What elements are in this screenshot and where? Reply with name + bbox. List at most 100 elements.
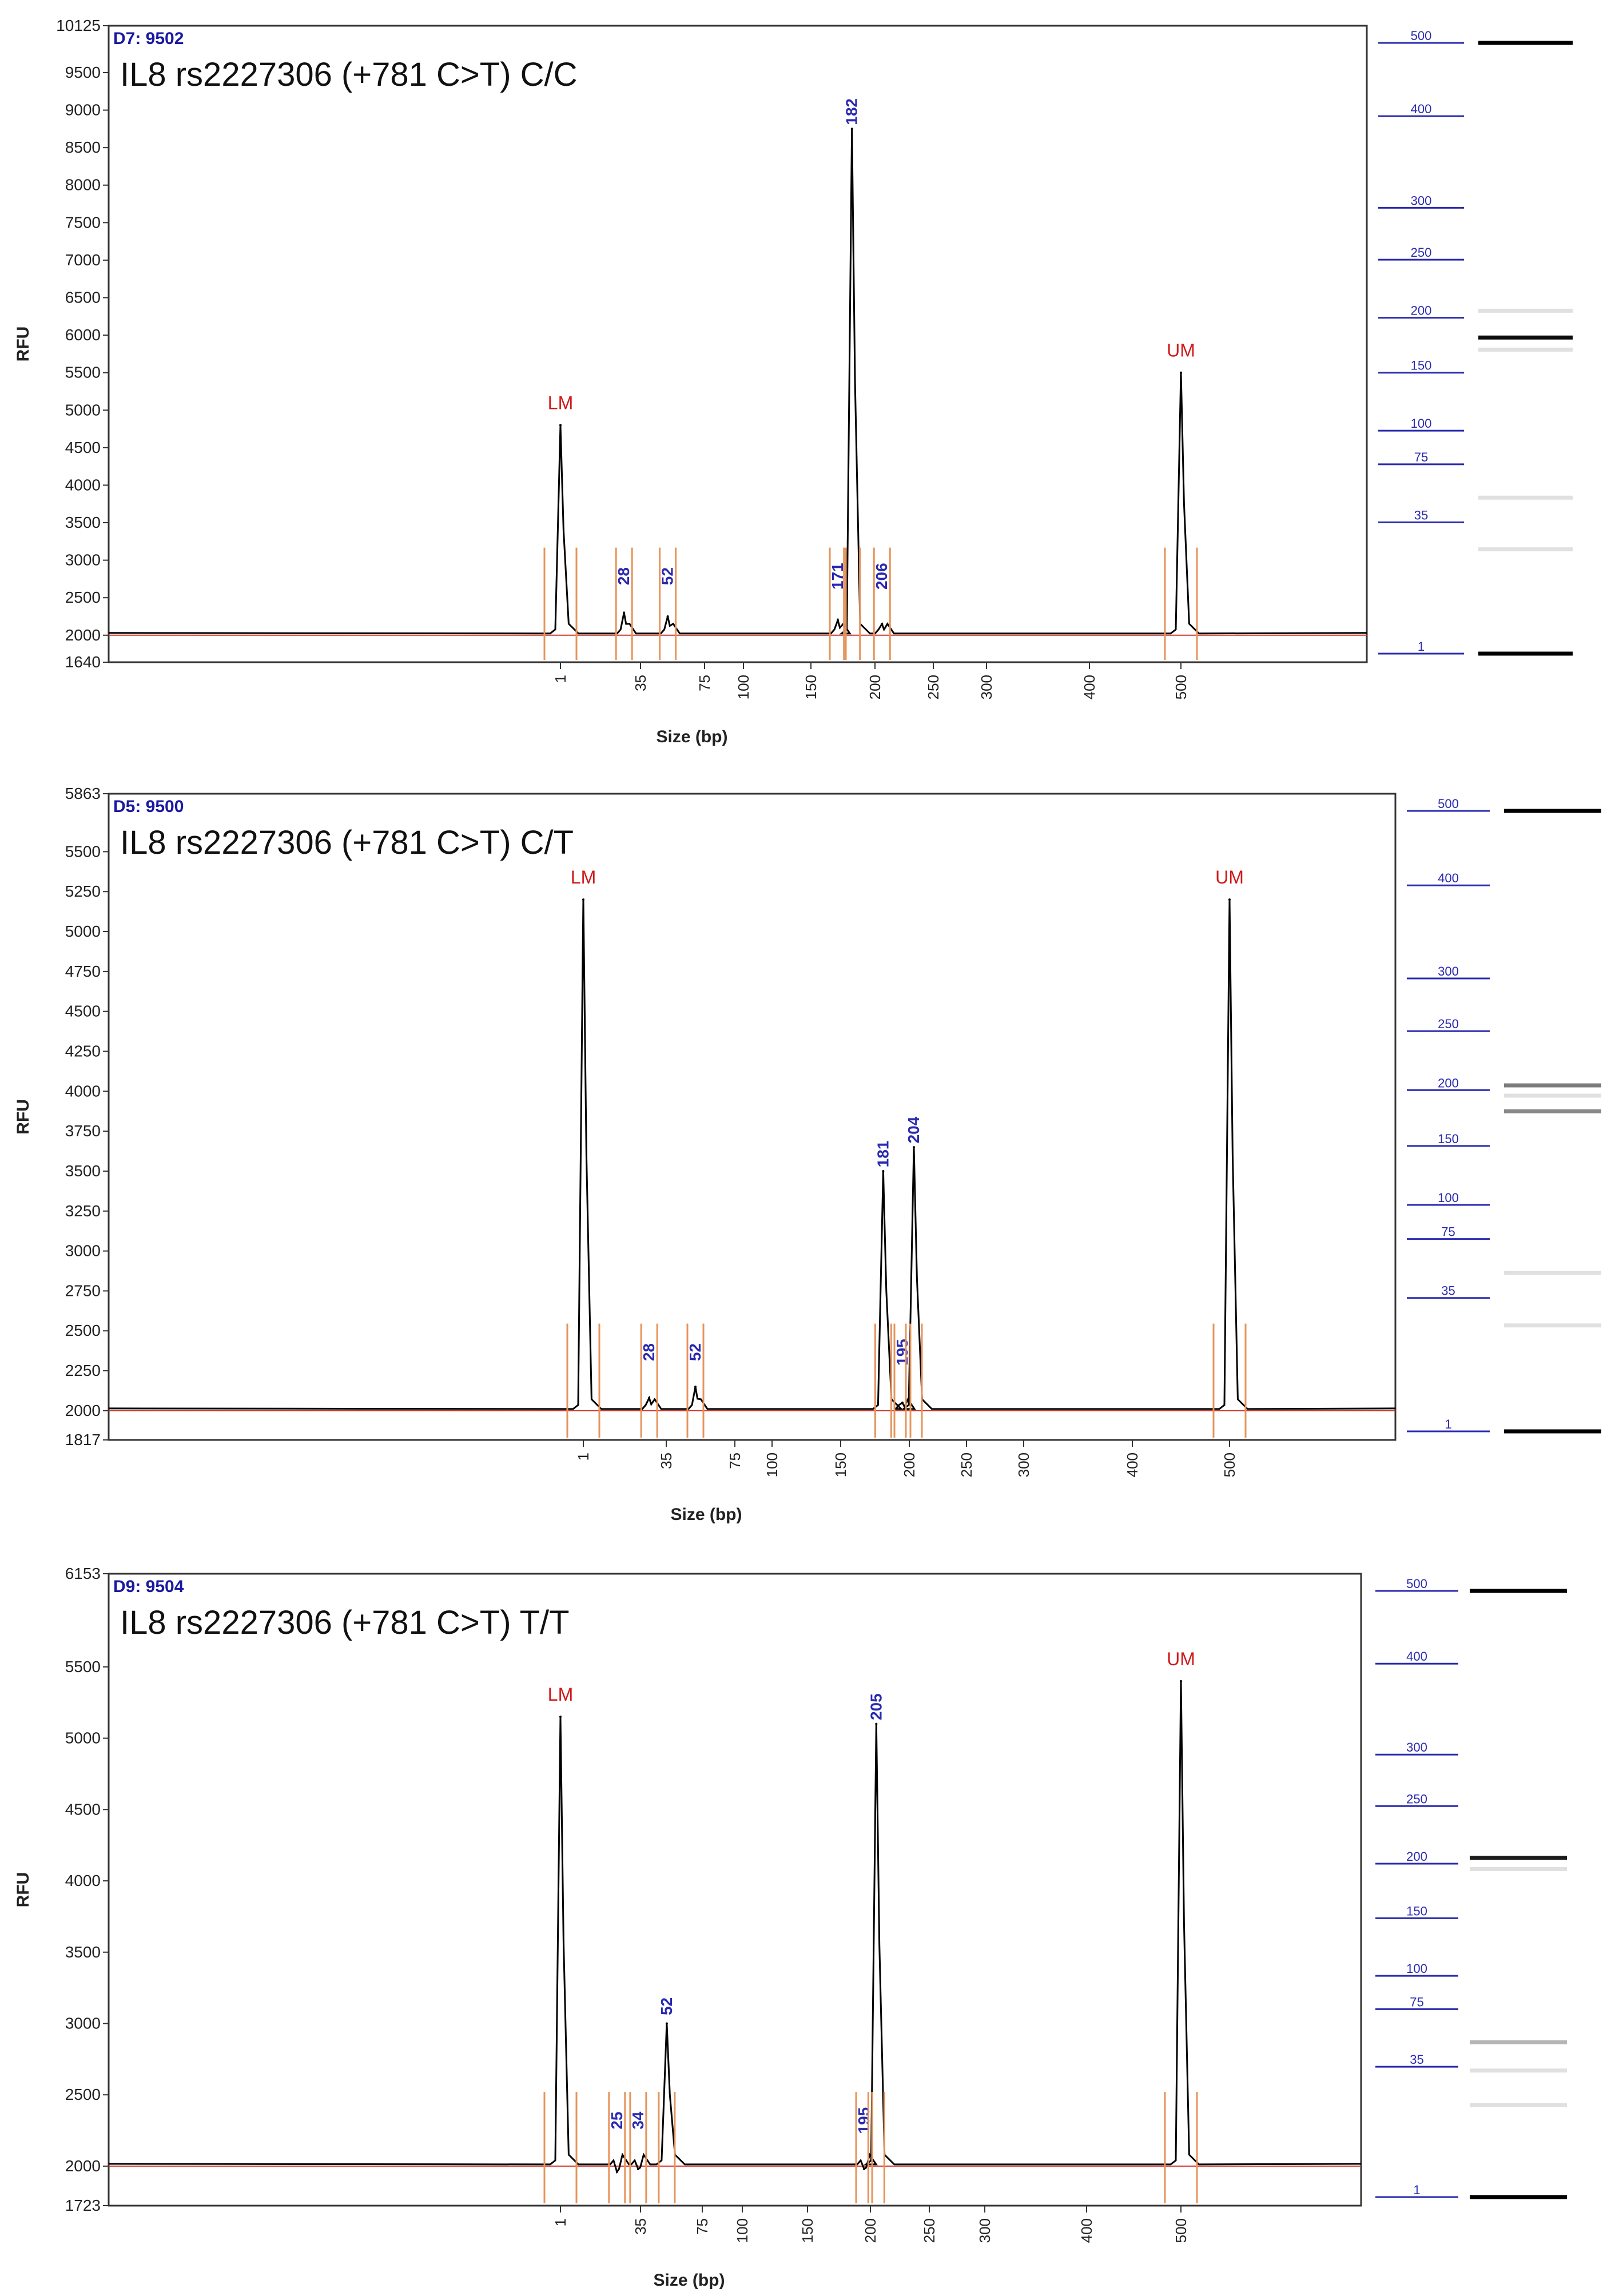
peak-point [881, 623, 884, 626]
peak-label: 181 [874, 1141, 892, 1168]
y-tick-label: 3500 [65, 1943, 101, 1961]
ladder-label: 75 [1441, 1225, 1455, 1239]
peak-point [1180, 371, 1182, 374]
peak-label: UM [1167, 340, 1195, 361]
x-tick-label: 35 [632, 675, 649, 691]
y-tick-label: 4000 [65, 476, 101, 494]
y-tick-label: 4750 [65, 962, 101, 980]
peak-point [882, 1169, 885, 1172]
peak-label: LM [571, 867, 596, 888]
ladder-label: 35 [1410, 2052, 1423, 2067]
x-tick-label: 1 [552, 2218, 569, 2226]
peak-label: LM [548, 392, 573, 413]
y-tick-label: 3000 [65, 2014, 101, 2032]
ladder-label: 200 [1411, 304, 1432, 318]
peak-point [637, 2167, 639, 2170]
y-tick-label: 2000 [65, 1402, 101, 1419]
y-tick-label: 4500 [65, 1800, 101, 1818]
y-tick-label: 3000 [65, 1242, 101, 1260]
plot-frame [108, 793, 1397, 1441]
peak-label: 195 [893, 1339, 911, 1366]
peak-label: 34 [629, 2111, 647, 2130]
peak-label: UM [1215, 867, 1244, 888]
x-axis-title: Size (bp) [671, 1505, 742, 1524]
y-tick-label: 2500 [65, 2086, 101, 2103]
x-tick-label: 300 [976, 2218, 993, 2243]
peak-point [623, 611, 626, 614]
peak-point [559, 424, 562, 427]
y-tick-label: 1640 [65, 653, 101, 671]
y-tick-label: 5500 [65, 1658, 101, 1676]
peak-label: 28 [615, 567, 633, 585]
ladder-label: 150 [1406, 1904, 1427, 1918]
ladder-label: 400 [1411, 102, 1432, 116]
ladder-label: 75 [1410, 1995, 1423, 2009]
y-tick-label: 2500 [65, 1322, 101, 1339]
y-tick-label: 5500 [65, 364, 101, 381]
x-tick-label: 35 [632, 2218, 649, 2235]
y-tick-label: 2000 [65, 2157, 101, 2175]
peak-label: 28 [640, 1343, 658, 1361]
x-tick-label: 300 [1015, 1453, 1032, 1477]
x-tick-label: 1 [575, 1453, 592, 1461]
x-tick-label: 500 [1172, 675, 1190, 699]
y-tick-label: 4250 [65, 1042, 101, 1060]
y-tick-label: 1723 [65, 2196, 101, 2214]
y-tick-label: 2250 [65, 1362, 101, 1379]
peak-label: 52 [659, 567, 677, 585]
y-tick-label: 4500 [65, 1002, 101, 1020]
y-tick-label: 3750 [65, 1122, 101, 1140]
ladder-label: 500 [1411, 29, 1432, 43]
x-tick-label: 150 [802, 675, 820, 699]
x-tick-label: 75 [696, 675, 713, 691]
y-tick-label: 3250 [65, 1202, 101, 1220]
y-tick-label: 7500 [65, 213, 101, 231]
x-tick-label: 100 [735, 675, 752, 699]
y-tick-label: 5000 [65, 922, 101, 940]
ladder-label: 150 [1411, 359, 1432, 373]
sample-id-label: D9: 9504 [113, 1577, 184, 1596]
x-tick-label: 1 [552, 675, 569, 683]
y-tick-label: 1817 [65, 1431, 101, 1449]
x-tick-label: 400 [1124, 1453, 1141, 1477]
x-tick-label: 150 [799, 2218, 816, 2243]
ladder-label: 1 [1445, 1417, 1451, 1431]
plot-frame [108, 1573, 1362, 2207]
ladder-label: 75 [1414, 450, 1428, 464]
ladder-label: 250 [1406, 1792, 1427, 1806]
x-axis-title: Size (bp) [657, 727, 728, 746]
ladder-label: 100 [1411, 416, 1432, 431]
y-axis-title: RFU [14, 1872, 33, 1908]
x-tick-label: 500 [1221, 1453, 1238, 1477]
peak-point [615, 2170, 618, 2173]
x-tick-label: 250 [958, 1453, 975, 1477]
peak-label: 206 [873, 563, 890, 590]
panel-title: IL8 rs2227306 (+781 C>T) T/T [120, 1604, 570, 1641]
y-tick-label: 5250 [65, 882, 101, 900]
x-tick-label: 500 [1172, 2218, 1190, 2243]
sample-id-label: D5: 9500 [113, 797, 184, 816]
x-tick-label: 200 [862, 2218, 879, 2243]
ladder-label: 35 [1441, 1284, 1455, 1298]
y-tick-label: 10125 [56, 17, 101, 34]
peak-point [850, 128, 853, 130]
y-tick-label: 5863 [65, 785, 101, 802]
x-tick-label: 300 [978, 675, 995, 699]
y-axis-title: RFU [14, 327, 33, 362]
x-tick-label: 75 [694, 2218, 711, 2235]
x-axis-title: Size (bp) [654, 2271, 725, 2290]
x-tick-label: 75 [726, 1453, 743, 1469]
peak-point [1180, 1680, 1182, 1682]
peak-point [901, 1401, 904, 1404]
y-tick-label: 8000 [65, 176, 101, 194]
peak-point [1228, 898, 1231, 901]
y-tick-label: 7000 [65, 251, 101, 269]
ladder-label: 35 [1414, 508, 1428, 522]
y-tick-label: 8500 [65, 138, 101, 156]
y-tick-label: 2750 [65, 1282, 101, 1299]
y-tick-label: 5000 [65, 401, 101, 419]
ladder-label: 300 [1438, 964, 1459, 978]
x-tick-label: 200 [901, 1453, 918, 1477]
peak-label: 204 [905, 1116, 922, 1143]
y-tick-label: 6153 [65, 1565, 101, 1582]
